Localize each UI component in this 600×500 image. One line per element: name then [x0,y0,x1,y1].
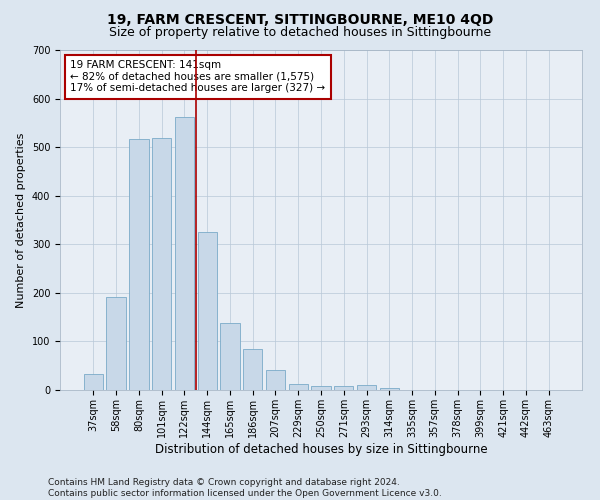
Bar [380,388,399,390]
Text: 19 FARM CRESCENT: 141sqm
← 82% of detached houses are smaller (1,575)
17% of sem: 19 FARM CRESCENT: 141sqm ← 82% of detach… [70,60,326,94]
Bar [266,370,285,390]
Bar [129,140,149,390]
Bar [357,385,376,390]
Text: Size of property relative to detached houses in Sittingbourne: Size of property relative to detached ho… [109,26,491,39]
Bar [152,138,172,390]
Bar [106,296,126,390]
Bar [243,348,262,390]
Bar [197,232,217,390]
X-axis label: Distribution of detached houses by size in Sittingbourne: Distribution of detached houses by size … [155,442,487,456]
Bar [175,116,194,390]
Bar [84,374,103,390]
Text: Contains HM Land Registry data © Crown copyright and database right 2024.
Contai: Contains HM Land Registry data © Crown c… [48,478,442,498]
Bar [311,386,331,390]
Bar [220,323,239,390]
Text: 19, FARM CRESCENT, SITTINGBOURNE, ME10 4QD: 19, FARM CRESCENT, SITTINGBOURNE, ME10 4… [107,12,493,26]
Bar [334,386,353,390]
Bar [289,384,308,390]
Y-axis label: Number of detached properties: Number of detached properties [16,132,26,308]
